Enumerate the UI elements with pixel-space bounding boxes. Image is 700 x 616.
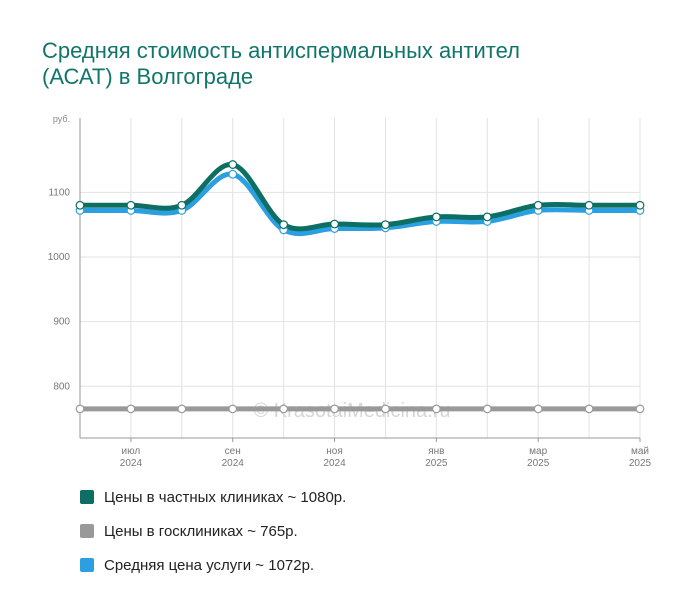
x-tick-label-month: мар [529, 446, 547, 457]
x-tick-label-year: 2025 [629, 458, 652, 469]
data-point [177, 404, 187, 414]
legend-swatch-private [80, 490, 94, 504]
data-point [482, 404, 492, 414]
line-chart: 80090010001100руб.июл2024сен2024ноя2024я… [48, 114, 652, 469]
data-point [533, 404, 543, 414]
x-tick-label-year: 2024 [120, 458, 143, 469]
data-point [330, 404, 339, 414]
legend-item-average: Средняя цена услуги ~ 1072р. [80, 556, 480, 576]
data-point [126, 200, 136, 210]
chart-title: Средняя стоимость антиспермальных антите… [42, 38, 642, 90]
data-point [126, 404, 136, 414]
series-line [77, 162, 643, 232]
y-tick-label: 900 [53, 317, 70, 328]
data-point [279, 220, 289, 230]
data-point [228, 169, 238, 179]
data-point [635, 200, 645, 210]
data-point [584, 404, 594, 414]
x-tick-label-month: сен [225, 446, 241, 457]
legend-swatch-average [80, 558, 94, 572]
x-tick-label-year: 2024 [323, 458, 346, 469]
data-point [482, 212, 492, 222]
data-point [431, 212, 441, 222]
legend-item-public: Цены в госклиниках ~ 765р. [80, 522, 480, 542]
data-point [381, 404, 390, 414]
data-point [431, 404, 441, 414]
data-point [75, 404, 85, 414]
y-tick-label: 800 [53, 381, 70, 392]
chart-title-line-2: (АСАТ) в Волгограде [42, 64, 254, 89]
x-tick-label-month: ноя [326, 446, 343, 457]
x-tick-label-year: 2025 [527, 458, 550, 469]
y-tick-label: 1100 [48, 187, 70, 198]
data-point [228, 160, 238, 169]
data-point [228, 404, 238, 414]
data-point [635, 404, 645, 414]
legend-label-public: Цены в госклиниках ~ 765р. [104, 523, 298, 540]
chart-title-line-1: Средняя стоимость антиспермальных антите… [42, 38, 520, 63]
x-tick-label-month: июл [122, 446, 141, 457]
data-point [533, 200, 543, 210]
x-tick-label-year: 2024 [222, 458, 245, 469]
data-point [584, 200, 594, 210]
legend-label-average: Средняя цена услуги ~ 1072р. [104, 557, 315, 574]
data-point [75, 200, 85, 210]
data-point [279, 404, 289, 414]
legend-label-private: Цены в частных клиниках ~ 1080р. [104, 489, 347, 506]
legend-item-private: Цены в частных клиниках ~ 1080р. [80, 488, 480, 508]
data-point [177, 200, 187, 210]
x-tick-label-year: 2025 [425, 458, 448, 469]
x-tick-label-month: май [631, 446, 649, 457]
data-point [330, 219, 339, 229]
data-point [381, 220, 390, 230]
legend-swatch-public [80, 524, 94, 538]
y-axis-unit: руб. [53, 114, 70, 124]
x-tick-label-month: янв [428, 446, 444, 457]
y-tick-label: 1000 [48, 252, 71, 263]
